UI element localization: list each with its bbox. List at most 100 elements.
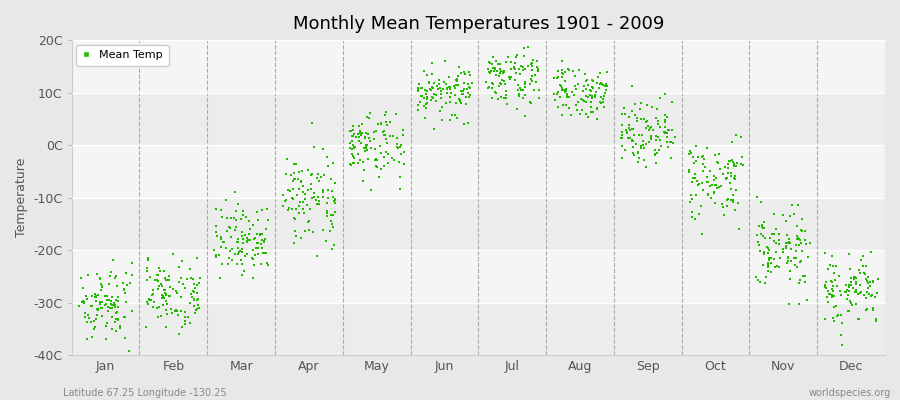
Point — [145, 292, 159, 298]
Point — [216, 239, 230, 245]
Point — [561, 65, 575, 72]
Point — [117, 314, 131, 320]
Point — [565, 89, 580, 96]
Point — [396, 149, 410, 155]
Point — [419, 100, 434, 106]
Point — [99, 336, 113, 342]
Point — [662, 127, 677, 134]
Point — [238, 232, 252, 238]
Point — [225, 257, 239, 263]
Point — [697, 153, 711, 160]
Point — [95, 282, 110, 289]
Point — [154, 281, 168, 288]
Point — [320, 208, 335, 214]
Point — [158, 324, 173, 330]
Point — [250, 217, 265, 224]
Point — [765, 230, 779, 237]
Point — [302, 206, 317, 212]
Point — [716, 203, 730, 210]
Point — [500, 101, 515, 107]
Point — [577, 82, 591, 89]
Point — [768, 264, 782, 270]
Point — [174, 308, 188, 314]
Point — [860, 262, 874, 269]
Y-axis label: Temperature: Temperature — [15, 158, 28, 237]
Point — [701, 192, 716, 198]
Point — [734, 161, 748, 167]
Point — [415, 93, 429, 99]
Point — [787, 255, 801, 262]
Point — [226, 215, 240, 221]
Point — [320, 195, 335, 202]
Point — [256, 207, 270, 213]
Point — [397, 161, 411, 167]
Point — [243, 237, 257, 243]
Point — [359, 142, 374, 148]
Point — [162, 292, 176, 299]
Point — [568, 72, 582, 79]
Point — [296, 189, 310, 195]
Point — [508, 66, 522, 72]
Point — [117, 287, 131, 294]
Point — [584, 99, 598, 106]
Point — [750, 194, 764, 201]
Point — [90, 305, 104, 312]
Point — [482, 66, 496, 72]
Point — [448, 85, 463, 92]
Point — [306, 190, 320, 197]
Point — [781, 239, 796, 245]
Point — [306, 228, 320, 235]
Point — [356, 159, 371, 166]
Point — [489, 90, 503, 96]
Point — [358, 130, 373, 136]
Point — [491, 73, 506, 79]
Point — [158, 268, 172, 274]
Point — [250, 209, 265, 215]
Point — [615, 132, 629, 138]
Point — [625, 83, 639, 90]
Point — [507, 64, 521, 71]
Point — [711, 151, 725, 158]
Point — [94, 281, 109, 288]
Point — [752, 278, 767, 285]
Point — [554, 58, 569, 65]
Point — [584, 104, 598, 110]
Point — [140, 324, 154, 330]
Point — [255, 231, 269, 237]
Point — [583, 92, 598, 99]
Point — [102, 297, 116, 304]
Point — [554, 83, 568, 90]
Point — [368, 146, 382, 152]
Point — [288, 216, 302, 223]
Point — [562, 104, 576, 111]
Point — [100, 293, 114, 300]
Point — [590, 74, 605, 80]
Point — [426, 84, 440, 91]
Point — [343, 128, 357, 134]
Point — [579, 93, 593, 100]
Point — [234, 257, 248, 264]
Point — [102, 304, 116, 310]
Point — [287, 214, 302, 221]
Point — [248, 252, 262, 259]
Point — [837, 289, 851, 295]
Point — [190, 306, 204, 312]
Point — [122, 348, 136, 355]
Point — [346, 153, 360, 159]
Point — [526, 67, 540, 73]
Point — [297, 210, 311, 217]
Point — [755, 222, 770, 228]
Point — [281, 207, 295, 213]
Point — [818, 279, 832, 285]
Point — [769, 240, 783, 246]
Point — [839, 282, 853, 288]
Point — [110, 283, 124, 290]
Point — [112, 324, 127, 331]
Point — [853, 289, 868, 295]
Point — [72, 303, 86, 309]
Point — [577, 98, 591, 104]
Point — [500, 95, 514, 102]
Point — [120, 299, 134, 306]
Point — [362, 115, 376, 122]
Point — [593, 81, 608, 88]
